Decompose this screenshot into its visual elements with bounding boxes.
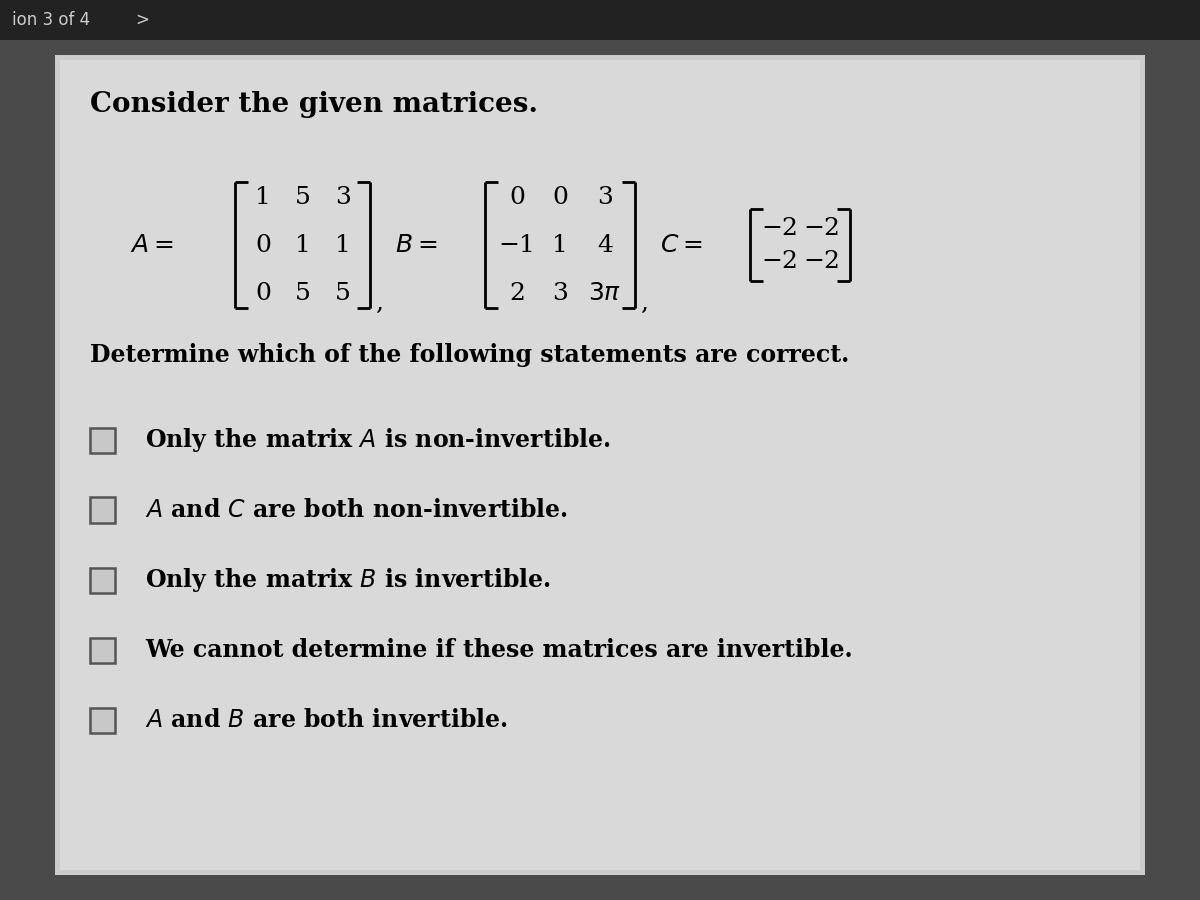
Text: ,: ,: [640, 292, 648, 314]
Text: 5: 5: [335, 282, 350, 304]
Bar: [90, 637, 115, 662]
Text: $A$ and $C$ are both non-invertible.: $A$ and $C$ are both non-invertible.: [145, 498, 568, 522]
Text: 0: 0: [256, 282, 271, 304]
Text: $3\pi$: $3\pi$: [588, 282, 622, 304]
Text: $A$ and $B$ are both invertible.: $A$ and $B$ are both invertible.: [145, 708, 508, 732]
Text: 3: 3: [552, 282, 568, 304]
Text: 5: 5: [295, 185, 311, 209]
Text: 1: 1: [335, 233, 350, 256]
Text: 0: 0: [256, 233, 271, 256]
Text: 1: 1: [256, 185, 271, 209]
Text: −2: −2: [804, 250, 840, 274]
Text: 0: 0: [552, 185, 568, 209]
Bar: [90, 707, 115, 733]
Text: 3: 3: [335, 185, 350, 209]
FancyBboxPatch shape: [55, 55, 1145, 875]
Text: $C =$: $C =$: [660, 233, 702, 256]
Text: 0: 0: [509, 185, 524, 209]
Bar: [90, 428, 115, 453]
Text: 2: 2: [509, 282, 524, 304]
Text: 1: 1: [552, 233, 568, 256]
Text: −2: −2: [804, 217, 840, 239]
Text: Only the matrix $B$ is invertible.: Only the matrix $B$ is invertible.: [145, 566, 551, 594]
Text: ,: ,: [374, 292, 383, 314]
Text: >: >: [134, 11, 149, 29]
Text: We cannot determine if these matrices are invertible.: We cannot determine if these matrices ar…: [145, 638, 853, 662]
Text: $A =$: $A =$: [130, 233, 174, 256]
Bar: [90, 568, 115, 592]
Text: −2: −2: [762, 250, 798, 274]
Bar: [90, 498, 115, 523]
Text: ion 3 of 4: ion 3 of 4: [12, 11, 90, 29]
Bar: [0, 0, 1200, 40]
Text: −2: −2: [762, 217, 798, 239]
Text: $B =$: $B =$: [395, 233, 437, 256]
FancyBboxPatch shape: [60, 60, 1140, 870]
Text: Only the matrix $A$ is non-invertible.: Only the matrix $A$ is non-invertible.: [145, 426, 611, 454]
Text: 1: 1: [295, 233, 311, 256]
Text: 5: 5: [295, 282, 311, 304]
Text: Consider the given matrices.: Consider the given matrices.: [90, 92, 538, 119]
Text: −1: −1: [499, 233, 535, 256]
Text: Determine which of the following statements are correct.: Determine which of the following stateme…: [90, 343, 850, 367]
Text: 3: 3: [598, 185, 613, 209]
Text: 4: 4: [598, 233, 613, 256]
